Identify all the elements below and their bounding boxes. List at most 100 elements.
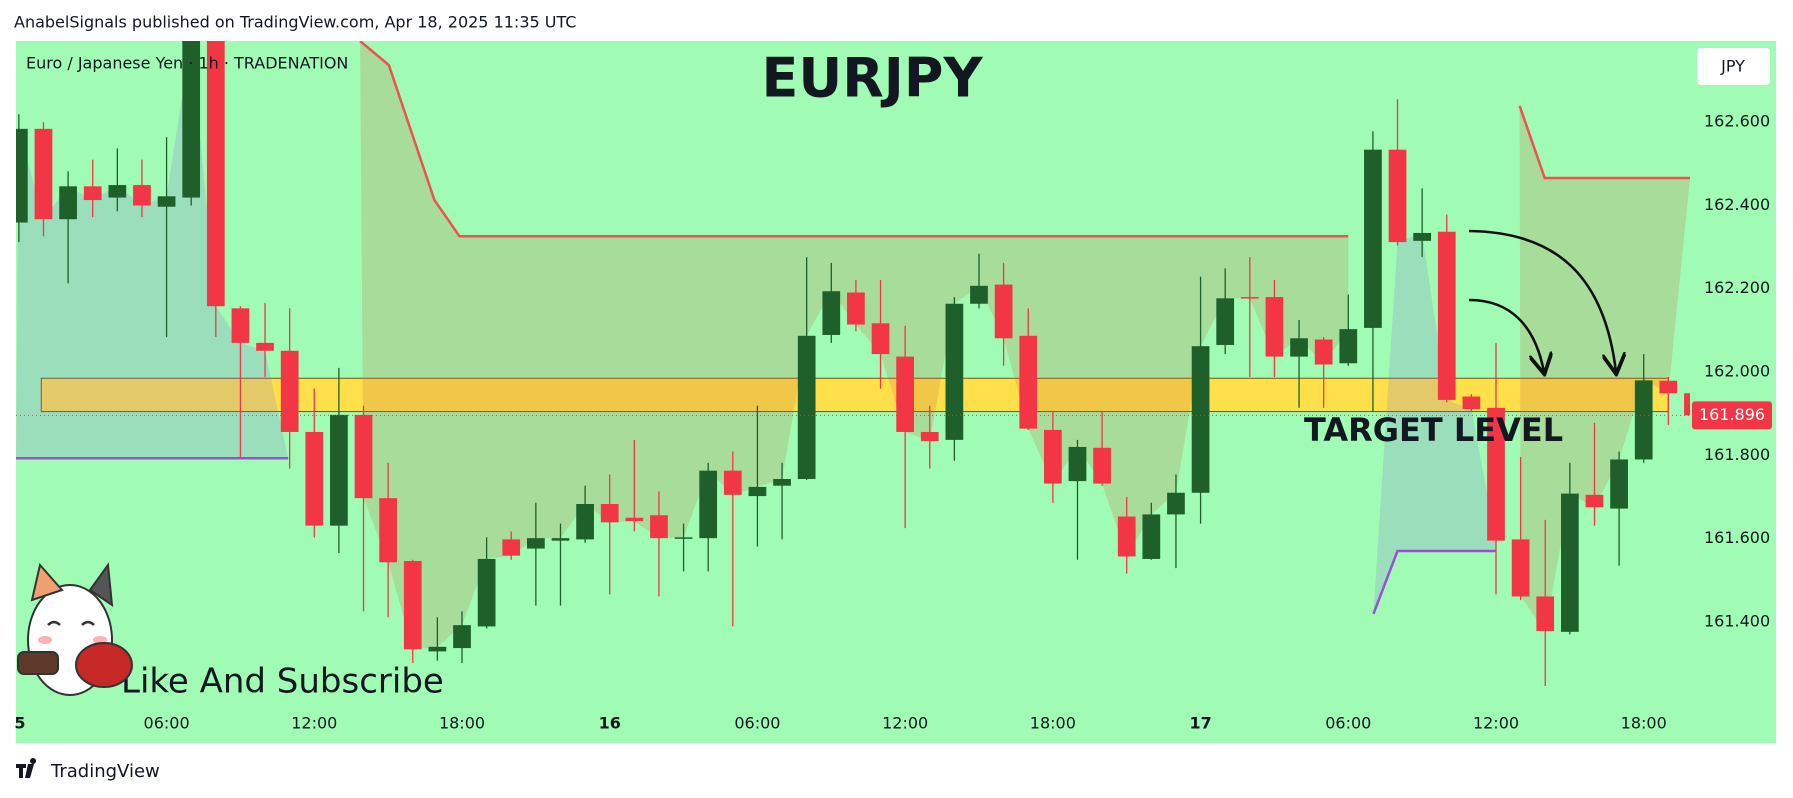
candle-body bbox=[1191, 346, 1210, 493]
candle-body bbox=[551, 538, 570, 541]
candle-body bbox=[970, 285, 988, 304]
candle-body bbox=[600, 504, 619, 523]
candle-body bbox=[502, 539, 521, 556]
candle-body bbox=[822, 291, 841, 335]
trend-line bbox=[1518, 105, 1690, 180]
annotation: TARGET LEVEL bbox=[1304, 411, 1563, 449]
target-zone bbox=[40, 377, 1669, 413]
last-price-label: 161.896 bbox=[1699, 405, 1765, 424]
arrow bbox=[1468, 229, 1616, 372]
x-tick-label: 16 bbox=[599, 714, 621, 733]
x-tick-label: 18:00 bbox=[439, 714, 485, 733]
candle-body bbox=[1265, 297, 1284, 357]
candle-body bbox=[847, 292, 865, 325]
x-tick-label: 12:00 bbox=[1473, 714, 1519, 733]
candle-body bbox=[576, 504, 594, 540]
overlay: 161.400 161.600 161.800 162.000 162.200 162.4… bbox=[14, 112, 1772, 733]
x-tick-label: 12:00 bbox=[882, 714, 928, 733]
candle-body bbox=[1019, 335, 1038, 429]
candle-body bbox=[896, 356, 915, 432]
candle-body bbox=[182, 41, 201, 198]
candle-body bbox=[773, 479, 791, 486]
x-tick-label: 18:00 bbox=[1030, 714, 1076, 733]
candle-body bbox=[526, 538, 545, 549]
candle-body bbox=[1634, 380, 1653, 460]
candle-body bbox=[625, 517, 644, 522]
candle-body bbox=[920, 431, 939, 442]
candle-body bbox=[354, 414, 373, 499]
candle-body bbox=[379, 498, 398, 563]
candle-body bbox=[1290, 338, 1308, 357]
candle-body bbox=[994, 284, 1013, 339]
candle-body bbox=[1585, 494, 1604, 508]
candle-body bbox=[1093, 447, 1111, 484]
cat-sticker bbox=[17, 562, 133, 696]
candle-body bbox=[1684, 393, 1690, 416]
candle-body bbox=[280, 350, 299, 432]
candle-body bbox=[1043, 429, 1062, 484]
candle-body bbox=[674, 537, 693, 539]
x-tick-label: 06:00 bbox=[144, 714, 190, 733]
currency-box[interactable] bbox=[1697, 48, 1770, 85]
candle-body bbox=[1536, 596, 1555, 631]
y-tick-label: 161.600 bbox=[1704, 528, 1770, 547]
candle-body bbox=[59, 186, 77, 220]
candle-body bbox=[305, 431, 324, 526]
candle-body bbox=[1511, 539, 1530, 597]
candle-body bbox=[453, 625, 471, 649]
trend-line bbox=[1372, 549, 1497, 615]
candle-body bbox=[34, 128, 53, 220]
x-tick-label: 06:00 bbox=[734, 714, 780, 733]
candle-body bbox=[1240, 297, 1259, 299]
brand: TradingView bbox=[16, 758, 160, 782]
candle-body bbox=[16, 128, 28, 223]
candle-body bbox=[1437, 231, 1456, 400]
candle-body bbox=[133, 185, 151, 206]
candle-body bbox=[1413, 232, 1432, 241]
candle-body bbox=[1068, 446, 1087, 482]
annotation: Like And Subscribe bbox=[121, 662, 444, 702]
candle-body bbox=[428, 646, 447, 652]
candle-body bbox=[871, 323, 890, 355]
currency-label[interactable]: JPY bbox=[1720, 57, 1745, 76]
candle-body bbox=[1117, 516, 1136, 557]
y-tick-label: 162.200 bbox=[1704, 278, 1770, 297]
x-tick-label: 12:00 bbox=[291, 714, 337, 733]
candle-body bbox=[1388, 149, 1407, 243]
last-price-tag bbox=[1692, 401, 1772, 430]
x-tick-label: 06:00 bbox=[1325, 714, 1371, 733]
y-tick-label: 161.400 bbox=[1704, 611, 1770, 630]
candle-body bbox=[1659, 380, 1678, 394]
candle-body bbox=[1560, 493, 1579, 632]
y-tick-label: 162.000 bbox=[1704, 362, 1770, 381]
candle-body bbox=[650, 515, 668, 539]
arrow bbox=[1468, 298, 1544, 372]
candle-body bbox=[723, 470, 742, 495]
chart-title: EURJPY bbox=[761, 47, 983, 110]
byline: AnabelSignals published on TradingView.c… bbox=[14, 13, 576, 32]
symbol-label: Euro / Japanese Yen · 1h · TRADENATION bbox=[26, 54, 348, 73]
trend-fill bbox=[360, 41, 1349, 650]
candle-body bbox=[231, 308, 250, 343]
candle-body bbox=[1610, 459, 1628, 509]
trend-fill bbox=[1373, 232, 1497, 614]
candle-body bbox=[256, 342, 274, 351]
candle-body bbox=[206, 41, 225, 307]
candle-body bbox=[477, 558, 496, 627]
candle-body bbox=[797, 335, 816, 480]
candle-body bbox=[108, 185, 127, 198]
y-tick-label: 162.600 bbox=[1704, 112, 1770, 131]
y-tick-label: 162.400 bbox=[1704, 195, 1770, 214]
candle-body bbox=[945, 303, 964, 440]
candle-body bbox=[1339, 329, 1358, 364]
candle-body bbox=[157, 196, 176, 207]
plot-area bbox=[16, 41, 1690, 686]
candle-body bbox=[699, 470, 718, 539]
y-tick-label: 161.800 bbox=[1704, 445, 1770, 464]
candle-body bbox=[1167, 492, 1185, 515]
candle-body bbox=[1487, 407, 1505, 541]
candle-body bbox=[1364, 149, 1382, 328]
x-tick-label: 18:00 bbox=[1621, 714, 1667, 733]
